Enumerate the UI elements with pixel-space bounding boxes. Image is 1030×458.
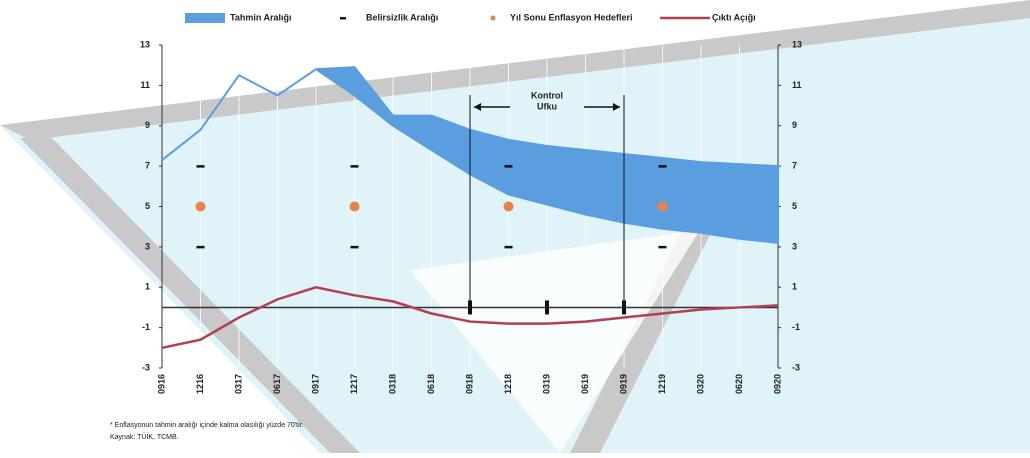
y2-tick-label: -1 bbox=[792, 322, 800, 332]
y-tick-label: 9 bbox=[145, 120, 150, 130]
arrow-head bbox=[613, 103, 620, 111]
uncertainty-mark bbox=[196, 165, 205, 168]
x-tick-label: 1219 bbox=[657, 374, 667, 394]
x-tick-label: 0917 bbox=[310, 374, 320, 394]
legend-label: Yıl Sonu Enflasyon Hedefleri bbox=[510, 12, 633, 22]
x-tick-label: 0916 bbox=[156, 374, 166, 394]
horizon-marker bbox=[468, 300, 472, 315]
horizon-marker bbox=[622, 300, 626, 315]
y-tick-label: 5 bbox=[145, 201, 150, 211]
arrow-head bbox=[474, 103, 481, 111]
x-tick-label: 0918 bbox=[464, 374, 474, 394]
y2-tick-label: 1 bbox=[792, 282, 797, 292]
target-dot bbox=[349, 201, 360, 212]
x-tick-label: 0318 bbox=[387, 374, 397, 394]
y2-tick-label: 13 bbox=[792, 39, 802, 49]
y-tick-label: -1 bbox=[142, 322, 150, 332]
uncertainty-mark bbox=[196, 245, 205, 249]
x-tick-label: 0317 bbox=[233, 374, 243, 394]
x-tick-label: 0919 bbox=[618, 374, 628, 394]
x-tick-label: 0618 bbox=[426, 374, 436, 394]
x-tick-label: 1218 bbox=[503, 374, 513, 394]
y-tick-label: 13 bbox=[140, 39, 150, 49]
footnote: * Enflasyonun tahmin aralığı içinde kalm… bbox=[110, 422, 304, 429]
x-tick-label: 0320 bbox=[695, 374, 705, 394]
uncertainty-mark bbox=[350, 245, 359, 249]
x-tick-label: 1217 bbox=[349, 374, 359, 394]
legend-swatch bbox=[490, 15, 496, 21]
legend-label: Çıktı Açığı bbox=[712, 12, 756, 22]
target-dot bbox=[503, 201, 514, 212]
x-tick-label: 0620 bbox=[734, 374, 744, 394]
y2-tick-label: 5 bbox=[792, 201, 797, 211]
uncertainty-mark bbox=[350, 165, 359, 168]
y-tick-label: 7 bbox=[145, 161, 150, 171]
y-tick-label: 1 bbox=[145, 282, 150, 292]
uncertainty-mark bbox=[658, 165, 667, 168]
y2-tick-label: 11 bbox=[792, 80, 802, 90]
legend-swatch bbox=[185, 13, 225, 23]
y2-tick-label: 7 bbox=[792, 161, 797, 171]
horizon-marker bbox=[545, 300, 549, 315]
output-gap-line bbox=[161, 285, 779, 350]
y2-tick-label: 9 bbox=[792, 120, 797, 130]
annotation: Ufku bbox=[537, 101, 557, 111]
target-dot bbox=[657, 201, 668, 212]
target-dot bbox=[195, 201, 206, 212]
y-tick-label: 11 bbox=[140, 80, 150, 90]
y2-tick-label: 3 bbox=[792, 241, 797, 251]
source: Kaynak: TÜİK, TCMB. bbox=[110, 432, 179, 441]
legend-label: Tahmin Aralığı bbox=[230, 12, 292, 22]
y-tick-label: -3 bbox=[142, 362, 150, 372]
uncertainty-mark bbox=[504, 245, 513, 249]
x-tick-label: 0617 bbox=[272, 374, 282, 394]
y-tick-label: 3 bbox=[145, 241, 150, 251]
uncertainty-mark bbox=[504, 165, 513, 168]
x-tick-label: 0319 bbox=[541, 374, 551, 394]
y2-tick-label: -3 bbox=[792, 362, 800, 372]
x-tick-label: 0619 bbox=[580, 374, 590, 394]
x-tick-label: 0920 bbox=[772, 374, 782, 394]
legend-swatch bbox=[340, 17, 346, 20]
uncertainty-mark bbox=[658, 245, 667, 249]
annotation: Kontrol bbox=[531, 90, 563, 100]
legend-label: Belirsizlik Aralığı bbox=[366, 12, 438, 22]
x-tick-label: 1216 bbox=[195, 374, 205, 394]
